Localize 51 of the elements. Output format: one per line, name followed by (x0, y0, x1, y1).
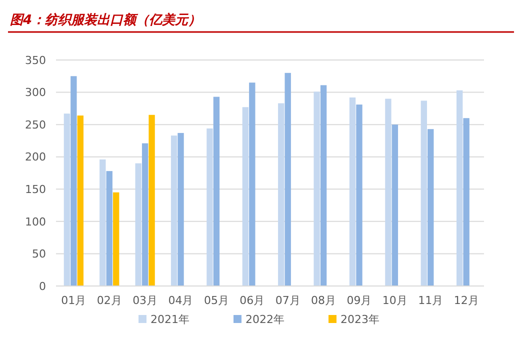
chart-title: 图4：纺织服装出口额（亿美元） (10, 12, 202, 28)
x-tick-label: 12月 (454, 294, 479, 307)
bar (284, 72, 291, 286)
legend-label: 2023年 (340, 313, 380, 326)
x-tick-label: 01月 (61, 294, 86, 307)
y-tick-label: 150 (25, 182, 46, 196)
bar (356, 104, 362, 286)
legend-label: 2022年 (246, 313, 284, 326)
x-tick-label: 02月 (96, 294, 122, 307)
x-tick-label: 07月 (275, 294, 300, 307)
x-tick-label: 05月 (204, 294, 229, 307)
bar (392, 124, 398, 286)
y-tick-label: 100 (25, 215, 46, 228)
x-tick-label: 03月 (132, 294, 158, 307)
x-tick-label: 08月 (311, 294, 336, 307)
bar (420, 100, 428, 286)
x-tick-label: 04月 (168, 294, 194, 307)
bar (349, 97, 356, 286)
y-tick-label: 350 (25, 54, 46, 67)
bar (106, 171, 112, 286)
y-tick-label: 250 (25, 118, 46, 132)
bar (178, 132, 184, 286)
bar (385, 98, 392, 286)
bar (70, 76, 77, 286)
bar (278, 103, 284, 286)
bar (320, 85, 327, 286)
bar (100, 159, 106, 286)
bar (428, 129, 434, 286)
x-tick-label: 09月 (346, 294, 372, 307)
y-tick-label: 300 (25, 86, 46, 100)
bar (64, 114, 70, 286)
y-tick-label: 200 (25, 150, 46, 164)
bar (242, 107, 249, 286)
bar (148, 114, 155, 286)
y-tick-label: 50 (32, 248, 46, 261)
bar (112, 192, 120, 286)
bar (206, 128, 213, 286)
bar (77, 116, 84, 286)
x-tick-label: 10月 (382, 294, 408, 307)
bar (463, 118, 470, 286)
bar (314, 92, 320, 286)
bar (249, 82, 256, 286)
bar (135, 163, 142, 286)
bar (456, 90, 463, 286)
bar (213, 96, 220, 286)
y-tick-label: 0 (39, 280, 46, 293)
bar (142, 143, 148, 286)
bar (170, 136, 178, 286)
legend-label: 2021年 (150, 313, 190, 326)
x-tick-label: 11月 (418, 294, 444, 307)
x-tick-label: 06月 (240, 294, 265, 307)
